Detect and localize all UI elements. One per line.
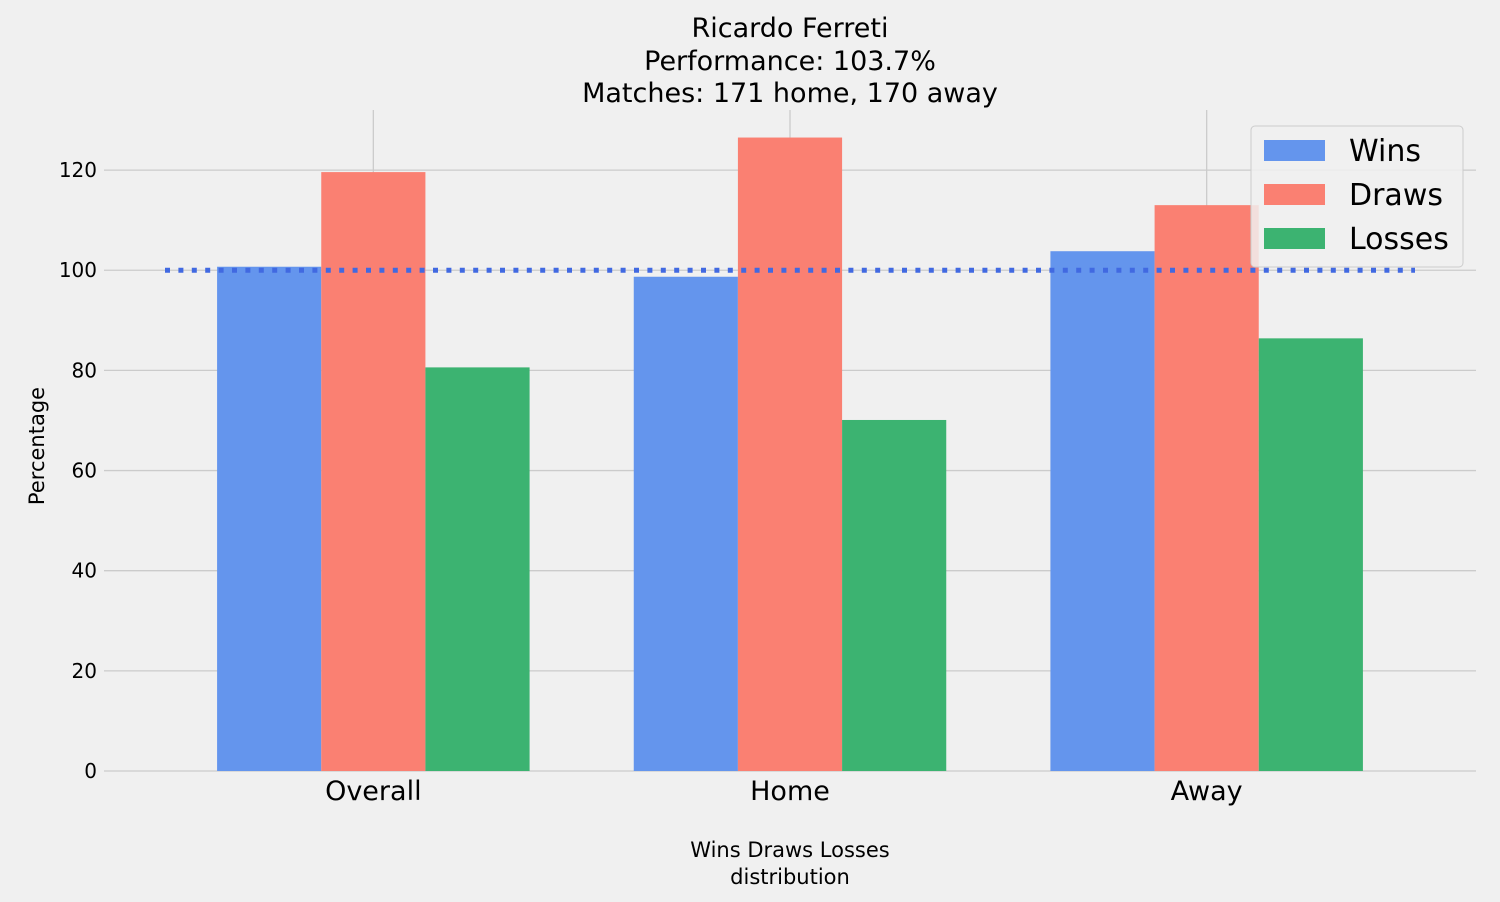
legend-label-losses: Losses [1349, 222, 1449, 257]
legend-swatch-wins [1264, 140, 1325, 161]
bars [217, 137, 1363, 772]
legend-label-draws: Draws [1349, 178, 1443, 213]
y-tick-label: 20 [72, 659, 97, 683]
bar-losses-home [842, 419, 947, 771]
bar-wins-away [1050, 251, 1155, 772]
bar-losses-away [1258, 338, 1363, 771]
bar-draws-away [1154, 205, 1259, 772]
title-line-1: Ricardo Ferreti [691, 13, 888, 44]
legend-swatch-losses [1264, 228, 1325, 249]
x-axis-label-line-2: distribution [730, 865, 850, 889]
legend-swatch-draws [1264, 184, 1325, 205]
y-tick-label: 40 [72, 559, 97, 583]
x-axis-label-line-1: Wins Draws Losses [690, 838, 889, 862]
y-tick-label: 60 [72, 459, 97, 483]
y-axis-label: Percentage [25, 387, 49, 505]
bar-draws-overall [321, 172, 426, 771]
chart-title: Ricardo Ferreti Performance: 103.7% Matc… [582, 13, 998, 109]
title-line-3: Matches: 171 home, 170 away [582, 78, 998, 109]
x-tick-label: Away [1171, 776, 1243, 807]
y-tick-label: 0 [84, 759, 97, 783]
x-tick-label: Home [750, 776, 830, 807]
y-tick-label: 80 [72, 358, 97, 382]
y-tick-label: 100 [59, 258, 97, 282]
bar-wins-home [633, 276, 738, 771]
y-tick-label: 120 [59, 158, 97, 182]
x-tick-label: Overall [325, 776, 422, 807]
legend: Wins Draws Losses [1250, 125, 1464, 268]
x-axis-label: Wins Draws Losses distribution [690, 838, 889, 889]
bar-losses-overall [425, 367, 530, 771]
legend-label-wins: Wins [1349, 134, 1421, 169]
bar-wins-overall [217, 266, 322, 771]
title-line-2: Performance: 103.7% [644, 46, 936, 77]
y-tick-labels: 0 20 40 60 80 100 120 [59, 158, 97, 783]
x-tick-labels: Overall Home Away [325, 776, 1243, 807]
bar-draws-home [737, 137, 843, 771]
